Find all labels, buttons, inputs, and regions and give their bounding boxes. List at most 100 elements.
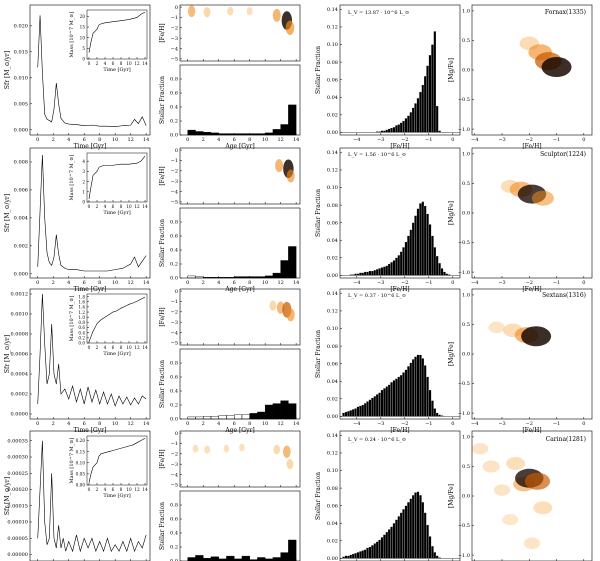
y-tick-label: 0.08 [327, 203, 338, 209]
bar [363, 549, 367, 559]
x-axis-label: [Fe/H] [390, 286, 409, 293]
x-tick-label: 8 [120, 61, 123, 66]
x-tick-label: 8 [120, 345, 123, 350]
bar [347, 410, 350, 417]
axes-frame [339, 430, 461, 561]
x-tick-label: 2 [96, 204, 99, 209]
axes-frame [179, 147, 301, 205]
bar [407, 502, 410, 559]
y-tick-label: −3 [171, 462, 178, 468]
bar [354, 552, 357, 559]
density-blob [285, 20, 295, 36]
y-tick-label: 0.00030 [7, 455, 28, 461]
x-tick-label: 8 [248, 421, 251, 427]
panel-age_metallicity: 0 −1 −2 −3 −4 −5 [Fe/H] [159, 147, 301, 206]
x-tick-label: −3 [377, 137, 384, 143]
y-tick-label: 0.15 [76, 449, 86, 454]
series-line [37, 15, 147, 127]
y-tick-label: 0.0002 [11, 392, 29, 398]
x-tick-label: 4 [104, 204, 107, 209]
y-tick-label: −5 [171, 483, 178, 489]
bar [416, 354, 420, 417]
y-tick-label: 0.000 [14, 128, 28, 134]
bar [392, 126, 396, 133]
x-tick-label: −1 [553, 137, 560, 143]
y-tick-label: 0.5 [462, 322, 470, 328]
bar [272, 272, 281, 279]
y-tick-label: 0.008 [14, 160, 28, 166]
bar [419, 354, 422, 417]
x-axis-label: Age [Gyr] [224, 143, 254, 150]
y-tick-label: 1.0 [462, 435, 470, 441]
y-tick-label: 0.6 [170, 91, 178, 97]
bar [351, 409, 355, 417]
x-tick-label: −1 [553, 280, 560, 286]
x-tick-label: −4 [471, 421, 478, 427]
bar [426, 524, 429, 559]
y-tick-label: 0.5 [462, 464, 470, 470]
bar [351, 553, 355, 559]
bar [421, 502, 425, 559]
x-tick-label: 12 [134, 61, 140, 66]
y-tick-label: −0.5 [458, 97, 470, 103]
x-tick-label: 8 [98, 137, 101, 143]
bar [257, 133, 266, 136]
x-tick-label: 4 [67, 137, 70, 143]
y-tick-label: 0.0008 [11, 332, 29, 338]
y-tick-label: 0.2 [170, 403, 178, 409]
row-sculptor: Sculptor(1224) L_V = 1.56 · 10^6 L_⊙ [348, 151, 586, 158]
y-axis-label: [Fe/H] [159, 166, 166, 185]
bar [383, 388, 386, 417]
bar [241, 555, 250, 561]
bar [380, 130, 384, 133]
bar [210, 556, 219, 561]
bar [380, 267, 384, 276]
bar [257, 276, 266, 279]
y-tick-label: −1 [171, 158, 178, 164]
bar [280, 124, 289, 136]
x-tick-label: 0 [88, 204, 91, 209]
bar [440, 268, 444, 276]
density-blob [239, 443, 245, 452]
y-tick-label: −2 [171, 310, 178, 316]
bar [431, 545, 434, 559]
bar [272, 129, 281, 136]
series-line [37, 154, 147, 272]
bar [404, 118, 408, 133]
bar [414, 492, 417, 559]
y-tick-label: 0.00000 [7, 552, 28, 558]
density-blob [523, 537, 541, 550]
row-sextans: Sextans(1316) L_V = 0.37 · 10^6 L_⊙ [348, 292, 586, 299]
y-tick-label: 0.02 [327, 112, 338, 118]
density-blob [286, 308, 295, 322]
bar [387, 384, 391, 417]
bar [342, 412, 345, 417]
y-tick-label: 0 [82, 200, 85, 205]
bar [368, 399, 372, 417]
bar [378, 539, 381, 559]
x-tick-label: 8 [98, 421, 101, 427]
bar [392, 523, 396, 559]
x-tick-label: 14 [293, 280, 299, 286]
x-tick-label: 10 [262, 280, 268, 286]
y-tick-label: 0.0012 [11, 292, 29, 298]
heat-blobs [500, 179, 554, 206]
x-tick-label: −3 [498, 137, 505, 143]
x-tick-label: 2 [52, 421, 55, 427]
x-tick-label: 10 [262, 137, 268, 143]
bar [356, 273, 360, 276]
bar [356, 406, 360, 417]
bar [226, 415, 235, 420]
y-tick-label: 0.6 [170, 234, 178, 240]
y-tick-label: 0.2 [78, 336, 85, 341]
y-tick-label: 0.0 [462, 68, 470, 74]
y-axis-label: Stellar Fraction [315, 189, 322, 237]
bar [375, 541, 379, 559]
panel-mg_fe_vs_fe_h: 1.00.50.0−0.5−1.0−4−3−2−10[Fe/H][Mg/Fe] [448, 430, 593, 561]
bar [438, 130, 441, 133]
y-tick-label: 0.00020 [7, 487, 28, 493]
bar [249, 133, 258, 136]
density-blob [472, 442, 489, 455]
bar [368, 546, 372, 559]
